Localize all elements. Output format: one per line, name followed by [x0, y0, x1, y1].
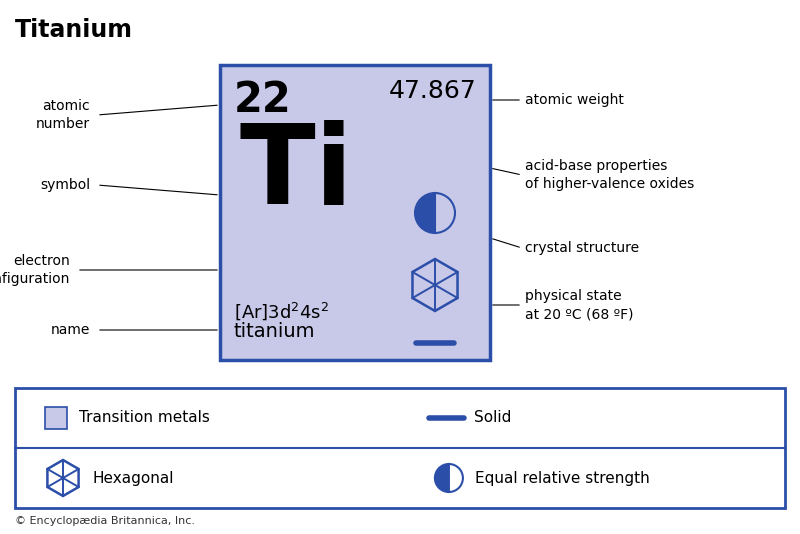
Wedge shape	[449, 464, 463, 492]
Text: 47.867: 47.867	[388, 79, 476, 103]
Text: symbol: symbol	[40, 178, 90, 192]
Text: name: name	[50, 323, 90, 337]
Bar	[15, 388, 785, 508]
Text: atomic
number: atomic number	[36, 99, 90, 131]
Text: Transition metals: Transition metals	[79, 411, 210, 426]
Text: Solid: Solid	[474, 411, 511, 426]
Text: acid-base properties
of higher-valence oxides: acid-base properties of higher-valence o…	[525, 159, 694, 191]
Text: © Encyclopædia Britannica, Inc.: © Encyclopædia Britannica, Inc.	[15, 516, 195, 526]
Wedge shape	[415, 193, 435, 233]
Text: titanium: titanium	[234, 322, 315, 341]
Wedge shape	[435, 464, 449, 492]
Text: Equal relative strength: Equal relative strength	[475, 470, 650, 485]
Text: Ti: Ti	[240, 120, 354, 227]
Bar	[220, 65, 490, 360]
Text: physical state
at 20 ºC (68 ºF): physical state at 20 ºC (68 ºF)	[525, 289, 634, 321]
Text: 22: 22	[234, 79, 292, 121]
Text: Hexagonal: Hexagonal	[93, 470, 174, 485]
Text: crystal structure: crystal structure	[525, 241, 639, 255]
Text: atomic weight: atomic weight	[525, 93, 624, 107]
Wedge shape	[435, 193, 455, 233]
Text: $\mathrm{[Ar]3d^24s^2}$: $\mathrm{[Ar]3d^24s^2}$	[234, 300, 329, 321]
Text: Titanium: Titanium	[15, 18, 133, 42]
Text: electron
configuration: electron configuration	[0, 254, 70, 286]
Bar	[45, 407, 67, 429]
